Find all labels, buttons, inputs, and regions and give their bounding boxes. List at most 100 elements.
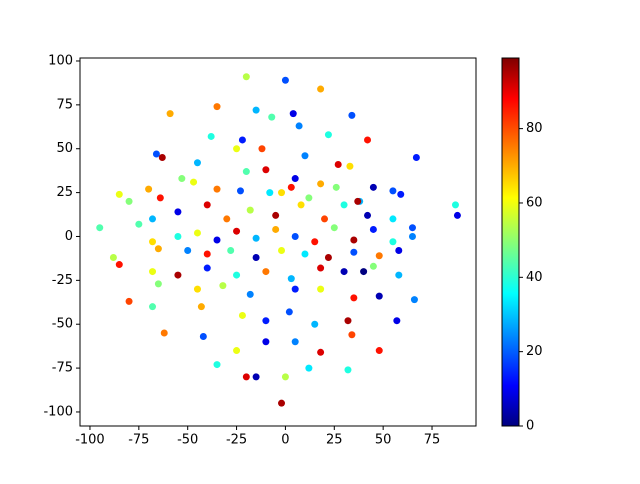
point xyxy=(287,275,295,283)
point xyxy=(193,229,201,237)
point xyxy=(238,136,246,144)
point xyxy=(199,333,207,341)
point xyxy=(158,154,166,162)
point xyxy=(375,347,383,355)
point xyxy=(193,159,201,167)
point xyxy=(149,215,157,223)
point xyxy=(344,317,352,325)
point xyxy=(321,215,329,223)
point xyxy=(305,364,313,372)
point xyxy=(246,290,254,298)
point xyxy=(213,236,221,244)
point xyxy=(156,194,164,202)
point xyxy=(317,264,325,272)
point xyxy=(346,162,354,170)
y-tick-label: 75 xyxy=(56,97,73,112)
point xyxy=(453,211,461,219)
colorbar-tick-label: 40 xyxy=(526,270,543,285)
colorbar-tick-label: 80 xyxy=(526,121,543,136)
point xyxy=(305,194,313,202)
point xyxy=(233,145,241,153)
point xyxy=(334,161,342,169)
point xyxy=(178,175,186,183)
point xyxy=(262,338,270,346)
point xyxy=(317,285,325,293)
point xyxy=(262,268,270,276)
point xyxy=(125,197,133,205)
point xyxy=(236,187,244,195)
point xyxy=(301,152,309,160)
point xyxy=(154,280,162,288)
y-tick-label: -100 xyxy=(43,404,73,419)
point xyxy=(324,254,332,262)
point xyxy=(350,248,358,256)
point xyxy=(389,238,397,246)
point xyxy=(311,320,319,328)
point xyxy=(262,166,270,174)
point xyxy=(252,234,260,242)
point xyxy=(278,247,286,255)
point xyxy=(207,132,215,140)
point xyxy=(291,285,299,293)
point xyxy=(272,225,280,233)
point xyxy=(395,247,403,255)
x-tick-label: 0 xyxy=(281,433,289,448)
point xyxy=(291,338,299,346)
point xyxy=(311,238,319,246)
x-tick-label: -50 xyxy=(177,433,198,448)
y-tick-label: -50 xyxy=(52,317,73,332)
colorbar-tick-label: 0 xyxy=(526,419,534,434)
x-tick-label: 75 xyxy=(424,433,441,448)
point xyxy=(287,183,295,191)
point xyxy=(252,373,260,381)
colorbar xyxy=(501,57,520,427)
point xyxy=(246,206,254,214)
point xyxy=(252,106,260,114)
point xyxy=(375,292,383,300)
colorbar-tick-label: 60 xyxy=(526,195,543,210)
point xyxy=(145,185,153,193)
point xyxy=(272,211,280,219)
y-tick-label: 25 xyxy=(56,185,73,200)
point xyxy=(285,308,293,316)
point xyxy=(203,264,211,272)
point xyxy=(281,373,289,381)
x-tick-label: -75 xyxy=(128,433,149,448)
point xyxy=(344,366,352,374)
point xyxy=(149,303,157,311)
point xyxy=(324,131,332,139)
point xyxy=(350,236,358,244)
point xyxy=(268,113,276,121)
point xyxy=(96,224,104,232)
point xyxy=(115,190,123,198)
point xyxy=(238,311,246,319)
point xyxy=(340,268,348,276)
point xyxy=(278,399,286,407)
point xyxy=(227,247,235,255)
point xyxy=(350,294,358,302)
point xyxy=(408,224,416,232)
point xyxy=(223,215,231,223)
point xyxy=(410,296,418,304)
point xyxy=(242,373,250,381)
point xyxy=(412,154,420,162)
point xyxy=(295,122,303,130)
x-tick-label: 25 xyxy=(326,433,343,448)
point xyxy=(348,331,356,339)
point xyxy=(213,103,221,111)
x-tick-label: -100 xyxy=(75,433,105,448)
point xyxy=(203,201,211,209)
colorbar-tick-label: 20 xyxy=(526,344,543,359)
point xyxy=(348,111,356,119)
point xyxy=(262,317,270,325)
point xyxy=(395,271,403,279)
point xyxy=(393,317,401,325)
point xyxy=(408,232,416,240)
point xyxy=(242,73,250,81)
point xyxy=(291,232,299,240)
point xyxy=(330,224,338,232)
point xyxy=(389,215,397,223)
point xyxy=(190,178,198,186)
point xyxy=(233,347,241,355)
